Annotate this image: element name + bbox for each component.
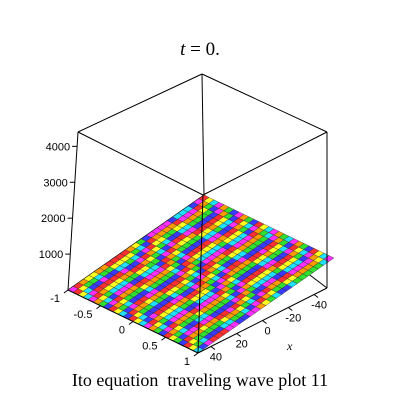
y-tick-label: -1 — [50, 293, 60, 305]
title-value: = 0. — [185, 39, 219, 60]
y-tick-mark — [128, 321, 134, 325]
z-tick-label: 4000 — [46, 141, 70, 153]
x-tick-mark — [236, 333, 241, 337]
box-edge-back-vertical — [201, 73, 205, 196]
z-tick-label: 2000 — [41, 213, 65, 225]
x-tick-mark — [210, 346, 216, 350]
axis-ticks: 1000 2000 3000 4000 -1 -0.5 0 0.5 1 -40 -20 0 20 40 — [39, 141, 327, 368]
surface-mesh — [67, 194, 335, 354]
x-tick-label: -20 — [285, 313, 301, 325]
x-axis-label: x — [286, 339, 293, 353]
box-edge-left-vertical — [67, 131, 79, 291]
x-tick-label: -40 — [311, 300, 327, 312]
y-tick-mark — [63, 289, 69, 294]
x-tick-mark — [287, 307, 293, 311]
x-tick-label: 0 — [264, 326, 270, 338]
y-tick-label: 0 — [119, 325, 125, 337]
figure-caption: Ito equation traveling wave plot 11 — [71, 370, 329, 390]
box-edge-front-vertical — [197, 194, 204, 354]
x-tick-label: 40 — [210, 352, 222, 364]
x-tick-mark — [262, 320, 267, 324]
title-variable: t — [180, 39, 186, 60]
y-tick-mark — [193, 352, 199, 357]
box-edge-top-front-right — [202, 131, 328, 196]
z-tick-label: 1000 — [39, 249, 63, 261]
y-tick-mark — [96, 305, 101, 310]
y-tick-label: -0.5 — [74, 309, 93, 321]
y-tick-mark — [161, 336, 166, 341]
z-tick-label: 3000 — [43, 177, 67, 189]
x-tick-label: 20 — [236, 339, 248, 351]
box-edge-top-front-left — [77, 131, 204, 196]
y-tick-label: 0.5 — [142, 340, 157, 352]
y-tick-label: 1 — [184, 356, 190, 368]
x-tick-mark — [313, 294, 319, 298]
box-edge-top-back-left — [77, 73, 203, 133]
box-edge-top-back-right — [201, 73, 328, 133]
chart-title: t = 0. — [180, 39, 220, 60]
